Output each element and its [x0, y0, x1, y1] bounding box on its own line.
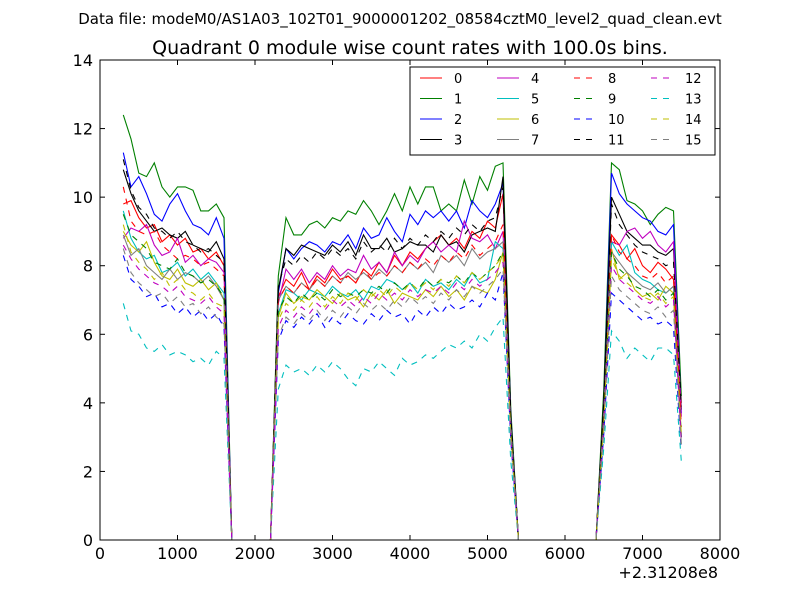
- y-tick-label: 0: [83, 531, 93, 550]
- y-tick-label: 12: [73, 120, 93, 139]
- legend-label-1: 1: [454, 93, 462, 108]
- tick-layer: 0 1000 2000 3000 4000 5000 6000 7000 80000246810…: [73, 51, 741, 563]
- legend-label-15: 15: [685, 134, 702, 149]
- y-tick-label: 10: [73, 188, 93, 207]
- legend-label-0: 0: [454, 72, 462, 87]
- legend-label-13: 13: [685, 93, 702, 108]
- legend-label-5: 5: [531, 93, 539, 108]
- legend-label-8: 8: [608, 72, 616, 87]
- x-offset-label: +2.31208e8: [618, 563, 718, 582]
- legend-label-14: 14: [685, 113, 702, 128]
- x-tick-label: 3000: [312, 544, 353, 563]
- series-line-11: [122, 159, 682, 541]
- x-tick-label: 5000: [467, 544, 508, 563]
- legend-label-7: 7: [531, 134, 539, 149]
- x-tick-label: 2000: [235, 544, 276, 563]
- x-tick-label: 0: [95, 544, 105, 563]
- y-tick-label: 8: [83, 257, 93, 276]
- series-line-8: [122, 186, 682, 541]
- plot-area: 0 1000 2000 3000 4000 5000 6000 7000 80000246810…: [73, 51, 741, 563]
- y-tick-label: 2: [83, 462, 93, 481]
- y-tick-label: 14: [73, 51, 93, 70]
- legend-label-11: 11: [608, 134, 625, 149]
- x-tick-label: 7000: [622, 544, 663, 563]
- legend-box: [409, 66, 716, 156]
- y-tick-label: 6: [83, 325, 93, 344]
- y-tick-label: 4: [83, 394, 93, 413]
- legend-label-4: 4: [531, 72, 539, 87]
- x-tick-label: 4000: [390, 544, 431, 563]
- chart-title: Quadrant 0 module wise count rates with …: [152, 37, 668, 59]
- legend-label-3: 3: [454, 134, 462, 149]
- legend-label-12: 12: [685, 72, 702, 87]
- legend-label-9: 9: [608, 93, 616, 108]
- legend-label-2: 2: [454, 113, 462, 128]
- x-tick-label: 6000: [545, 544, 586, 563]
- x-tick-label: 1000: [157, 544, 198, 563]
- x-tick-label: 8000: [700, 544, 741, 563]
- figure-suptitle: Data file: modeM0/AS1A03_102T01_90000012…: [78, 10, 722, 29]
- legend-label-10: 10: [608, 113, 625, 128]
- legend-label-6: 6: [531, 113, 539, 128]
